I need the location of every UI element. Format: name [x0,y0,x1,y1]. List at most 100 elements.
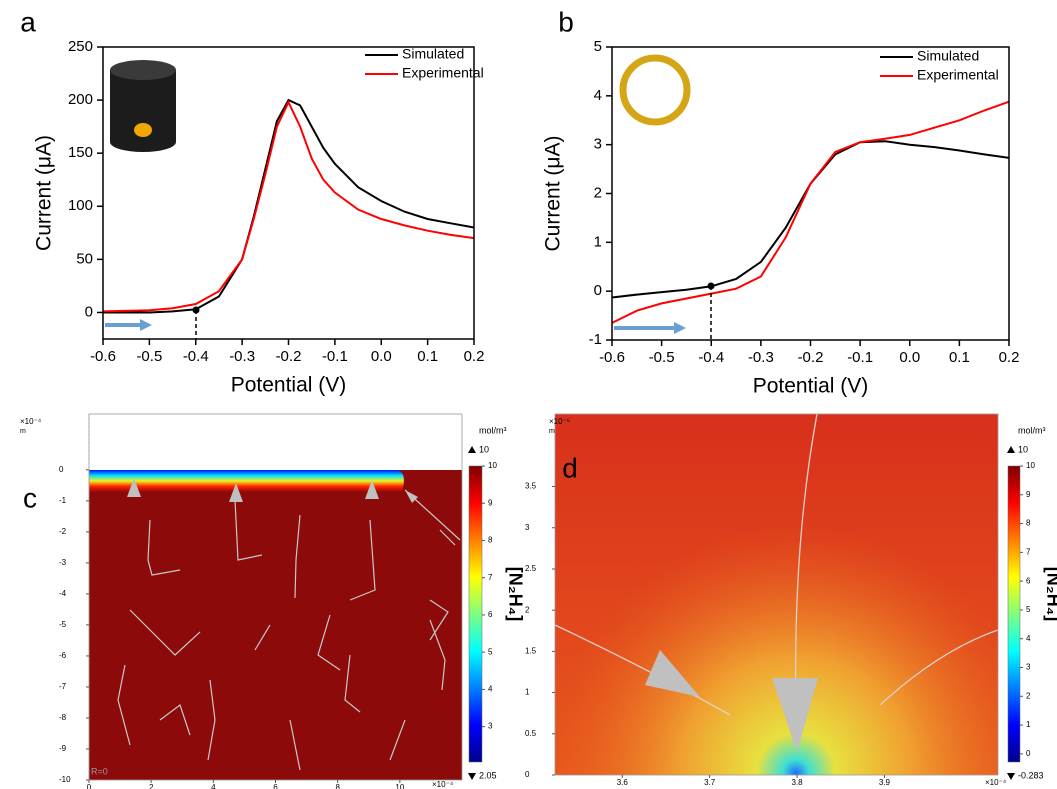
y-tick-label: 0 [525,770,530,779]
max-marker [468,446,476,453]
x-tick-label: 3.9 [879,778,891,787]
colorbar [468,465,483,763]
y-tick-label: -5 [59,620,67,629]
min-marker [1007,773,1015,780]
max-label: 10 [479,444,489,454]
streamline [554,624,731,716]
streamline [289,719,301,771]
y-tick-label: 200 [68,91,93,108]
x-tick-label: -0.3 [748,349,774,366]
series-line [102,99,475,313]
x-tick-label: -0.3 [229,348,255,365]
streamline [879,629,999,706]
legend-label: Simulated [917,48,979,64]
legend-label: Experimental [402,65,484,81]
field [555,414,998,775]
flux-arrow [127,478,141,497]
x-tick-label: 8 [335,783,340,789]
streamline [439,529,456,546]
x-tick-label: 0.1 [949,349,970,366]
start-point [192,306,200,314]
flux-arrow [365,480,379,499]
y-tick-label: -6 [59,651,67,660]
streamline [234,499,263,561]
y-tick-label: 3.5 [525,482,537,491]
y-tick-label: 100 [68,197,93,214]
plot-frame [611,46,1010,341]
x-tick-label: 3.6 [617,778,629,787]
streamline [207,679,216,761]
length-unit: m [549,428,555,435]
panel-label: c [23,482,37,513]
field [89,470,462,780]
colorbar-tick-label: 10 [488,461,497,470]
x-axis-title: Potential (V) [753,375,869,398]
colorbar-tick-label: 3 [488,722,493,731]
streamline [159,704,191,736]
min-label: 2.05 [479,770,497,780]
min-label: -0.283 [1018,770,1044,780]
streamline [429,599,449,641]
electrode-inset [110,60,176,152]
streamline [129,609,201,656]
colorbar-tick-label: 4 [1026,634,1031,643]
y-tick-label: 2 [525,605,530,614]
y-tick-label: -1 [589,331,602,348]
colorbar-tick-label: 7 [488,573,493,582]
colorbar-tick-label: 5 [1026,605,1031,614]
x-tick-label: -0.6 [90,348,116,365]
flux-arrow [772,678,818,752]
x-tick-label: -0.6 [599,349,625,366]
x-tick-label: -0.2 [798,349,824,366]
y-tick-label: 1 [594,233,602,250]
x-tick-label: 0.0 [371,348,392,365]
colorbar-title: [N₂H₄] [1043,567,1057,622]
streamline [344,654,361,713]
colorbar-tick-label: 6 [488,610,493,619]
colorbar-tick-label: 5 [488,647,493,656]
colorbar-tick-label: 4 [488,685,493,694]
streamline [254,624,271,651]
y-axis-title: Current (μA) [542,136,565,252]
max-marker [1007,446,1015,453]
y-tick-label: -2 [59,527,67,536]
x-unit: ×10⁻⁴ [985,778,1007,787]
y-tick-label: 1.5 [525,646,537,655]
colorbar-tick-label: 3 [1026,663,1031,672]
colorbar [1007,465,1021,763]
y-unit: ×10⁻⁴ [20,417,42,426]
y-tick-label: -4 [59,589,67,598]
x-tick-label: 10 [395,783,404,789]
y-tick-label: 4 [594,87,602,104]
y-tick-label: -1 [59,496,67,505]
y-tick-label: 0 [85,303,93,320]
colorbar-tick-label: 7 [1026,547,1031,556]
colorbar-title: [N₂H₄] [505,567,525,622]
y-tick-label: 5 [594,38,602,55]
streamline [294,514,301,599]
x-tick-label: 3.8 [791,778,803,787]
colorbar-tick-label: 0 [1026,749,1031,758]
x-unit: ×10⁻⁴ [432,780,454,789]
y-tick-label: 0 [59,465,64,474]
flux-arrow [645,650,700,697]
x-tick-label: -0.5 [136,348,162,365]
x-tick-label: -0.1 [847,349,873,366]
panel-label: d [562,452,578,483]
colorbar-tick-label: 9 [1026,490,1031,499]
y-tick-label: 250 [68,38,93,55]
x-tick-label: 2 [149,783,154,789]
y-tick-label: -8 [59,713,67,722]
series-line [103,98,475,314]
streamline [117,664,131,746]
y-tick-label: 0 [594,282,602,299]
y-tick-label: 150 [68,144,93,161]
y-tick-label: -3 [59,558,67,567]
streamline [349,519,376,601]
start-point [707,282,715,290]
y-tick-label: 0.5 [525,729,537,738]
y-tick-label: 1 [525,688,530,697]
colorbar-tick-label: 10 [1026,461,1035,470]
streamline [389,719,406,761]
